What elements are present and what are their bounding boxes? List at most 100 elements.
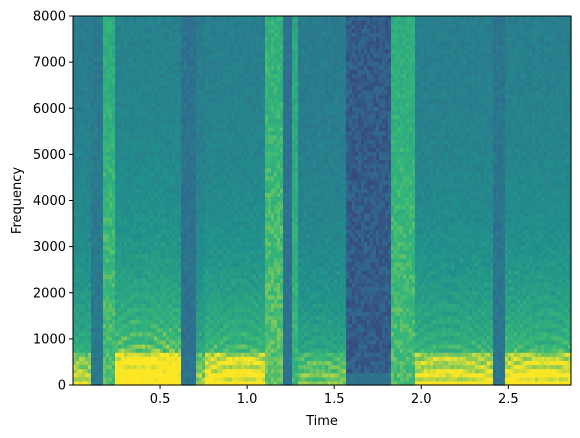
heatmap-cell [118, 28, 122, 33]
heatmap-cell [94, 16, 98, 21]
heatmap-cell [85, 344, 89, 349]
heatmap-cell [88, 28, 92, 33]
heatmap-cell [112, 274, 116, 279]
heatmap-cell [79, 225, 83, 230]
heatmap-cell [109, 303, 113, 308]
heatmap-cell [106, 339, 110, 345]
heatmap-cell [112, 184, 116, 189]
heatmap-cell [73, 307, 77, 312]
heatmap-cell [109, 298, 113, 304]
heatmap-cell [94, 368, 98, 374]
heatmap-cell [100, 57, 104, 62]
heatmap-cell [124, 294, 128, 300]
heatmap-cell [82, 167, 86, 173]
heatmap-cell [106, 282, 110, 288]
heatmap-cell [112, 356, 116, 361]
heatmap-cell [100, 319, 104, 325]
heatmap-cells [73, 16, 572, 386]
heatmap-cell [85, 278, 89, 284]
heatmap-cell [118, 163, 122, 169]
heatmap-cell [76, 73, 80, 79]
heatmap-cell [97, 143, 101, 148]
heatmap-cell [109, 126, 113, 132]
heatmap-cell [118, 298, 122, 304]
heatmap-cell [82, 188, 86, 193]
heatmap-cell [85, 253, 89, 259]
heatmap-cell [127, 339, 131, 345]
heatmap-cell [133, 114, 137, 120]
heatmap-cell [97, 249, 101, 255]
heatmap-cell [118, 98, 122, 103]
heatmap-cell [82, 134, 86, 140]
heatmap-cell [76, 61, 80, 66]
heatmap-cell [133, 130, 137, 136]
heatmap-cell [103, 180, 107, 185]
heatmap-cell [91, 77, 95, 83]
heatmap-cell [97, 114, 101, 120]
heatmap-cell [130, 257, 134, 263]
heatmap-cell [85, 233, 89, 238]
heatmap-cell [100, 171, 104, 177]
heatmap-cell [130, 180, 134, 185]
heatmap-cell [127, 163, 131, 169]
heatmap-cell [82, 118, 86, 124]
heatmap-cell [85, 32, 89, 38]
heatmap-cell [79, 155, 83, 161]
heatmap-cell [109, 233, 113, 238]
heatmap-cell [97, 233, 101, 238]
heatmap-cell [130, 126, 134, 132]
heatmap-cell [127, 274, 131, 279]
heatmap-cell [106, 380, 110, 386]
heatmap-cell [106, 266, 110, 271]
heatmap-cell [91, 200, 95, 206]
heatmap-cell [109, 77, 113, 83]
heatmap-cell [88, 225, 92, 230]
heatmap-cell [136, 376, 140, 382]
heatmap-cell [133, 122, 137, 128]
heatmap-cell [115, 180, 119, 185]
heatmap-cell [103, 298, 107, 304]
heatmap-cell [79, 147, 83, 152]
heatmap-cell [133, 335, 137, 341]
heatmap-cell [115, 356, 119, 361]
heatmap-cell [85, 356, 89, 361]
heatmap-cell [73, 102, 77, 107]
heatmap-cell [94, 159, 98, 165]
heatmap-cell [121, 118, 125, 124]
heatmap-cell [91, 130, 95, 136]
heatmap-cell [73, 229, 77, 234]
heatmap-cell [118, 294, 122, 300]
heatmap-cell [79, 106, 83, 111]
heatmap-cell [115, 44, 119, 50]
heatmap-cell [88, 237, 92, 243]
heatmap-cell [73, 163, 77, 169]
heatmap-cell [79, 200, 83, 206]
heatmap-cell [112, 229, 116, 234]
heatmap-cell [88, 24, 92, 29]
heatmap-cell [85, 286, 89, 292]
heatmap-cell [82, 356, 86, 361]
heatmap-cell [112, 262, 116, 267]
heatmap-cell [88, 159, 92, 165]
heatmap-cell [124, 200, 128, 206]
heatmap-cell [88, 114, 92, 120]
heatmap-cell [112, 106, 116, 111]
heatmap-cell [76, 233, 80, 238]
heatmap-cell [73, 155, 77, 161]
heatmap-cell [76, 89, 80, 95]
heatmap-cell [103, 237, 107, 243]
heatmap-cell [124, 77, 128, 83]
heatmap-cell [124, 364, 128, 370]
heatmap-cell [94, 32, 98, 38]
heatmap-cell [133, 262, 137, 267]
heatmap-cell [121, 360, 125, 366]
heatmap-cell [121, 114, 125, 120]
heatmap-cell [82, 290, 86, 296]
heatmap-cell [73, 106, 77, 111]
heatmap-cell [109, 241, 113, 247]
heatmap-cell [85, 114, 89, 120]
heatmap-cell [106, 278, 110, 284]
heatmap-cell [85, 368, 89, 374]
heatmap-cell [100, 303, 104, 308]
heatmap-cell [115, 147, 119, 152]
